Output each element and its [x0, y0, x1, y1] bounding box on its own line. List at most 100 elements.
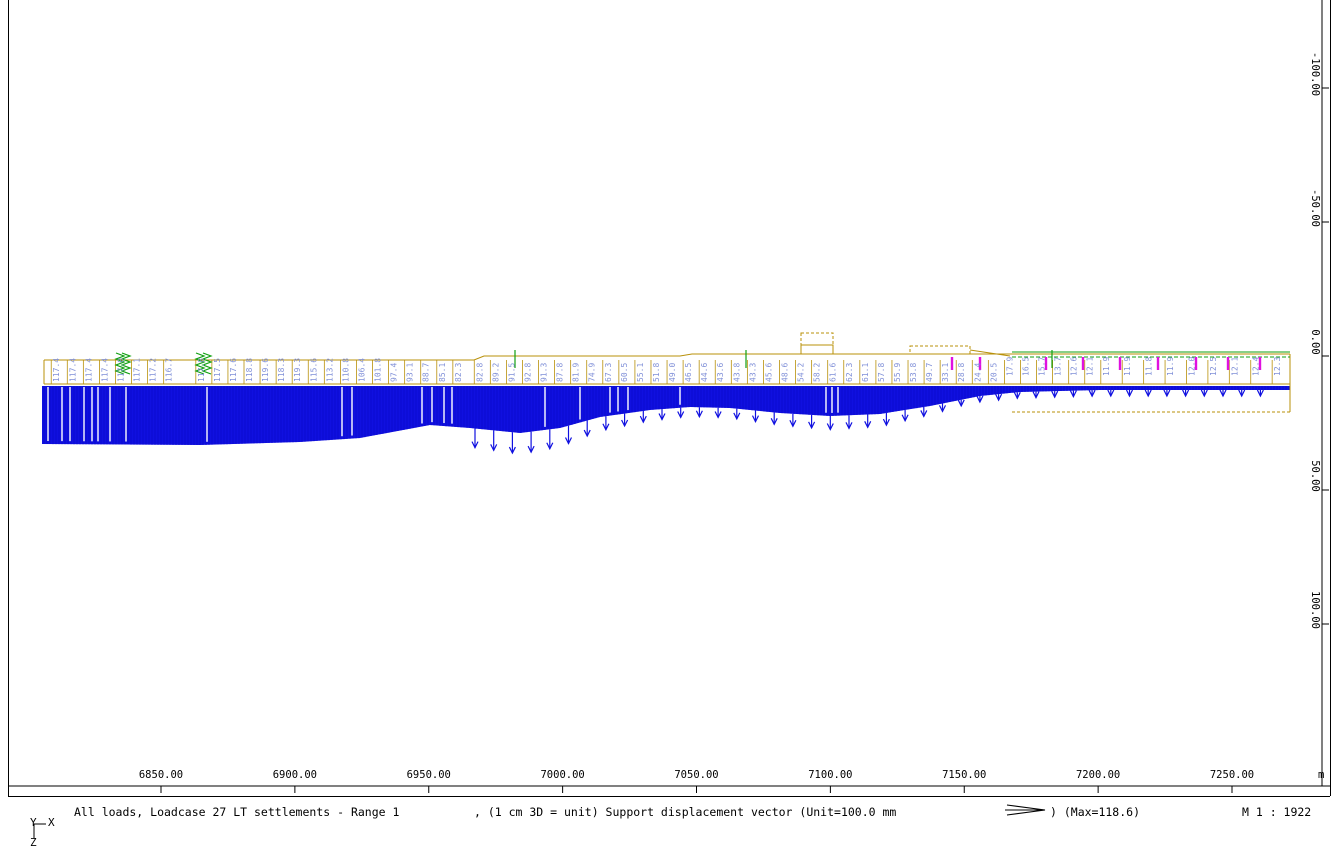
- z-tick-label: -100.00: [1309, 52, 1321, 96]
- vector-arrowhead: [845, 422, 853, 430]
- support-spring: [201, 352, 213, 375]
- settlement-label: 117.5: [213, 358, 222, 382]
- settlement-label: 101.8: [374, 358, 383, 382]
- vector-arrowhead: [546, 442, 554, 451]
- max-note: ) (Max=118.6): [1050, 805, 1141, 819]
- vector-arrowhead: [938, 405, 947, 413]
- settlement-label: 88.7: [422, 363, 431, 382]
- settlement-label: 117.4: [68, 358, 77, 382]
- settlement-label: 12.5: [1209, 357, 1218, 376]
- settlement-label: 116.7: [165, 358, 174, 382]
- vector-arrowhead: [976, 395, 984, 404]
- vector-arrowhead: [508, 446, 516, 455]
- vector-arrowhead: [995, 393, 1003, 402]
- settlement-label: 57.8: [877, 363, 886, 382]
- vector-arrowhead: [1013, 392, 1021, 400]
- middle-box-dashed: [909, 345, 971, 355]
- vector-arrowhead: [1051, 390, 1059, 399]
- z-tick-label: 0.00: [1309, 329, 1321, 354]
- vector-arrowhead: [677, 411, 685, 419]
- settlement-label: 51.8: [652, 363, 661, 382]
- settlement-label: 24.4: [973, 363, 982, 382]
- vector-arrowhead: [639, 415, 647, 424]
- vector-arrowhead: [1182, 389, 1190, 398]
- settlement-label: 81.9: [572, 363, 581, 382]
- support-spring: [120, 352, 132, 375]
- upper-box-dashed: [800, 332, 834, 346]
- settlement-label: 93.1: [406, 363, 415, 382]
- settlement-label: 117.4: [84, 358, 93, 382]
- support-springs: [114, 350, 1262, 375]
- vector-arrowhead: [1219, 389, 1227, 398]
- settlement-label: 43.8: [732, 363, 741, 382]
- vector-arrowhead: [490, 444, 498, 452]
- vector-arrowhead: [901, 414, 909, 423]
- displacement-fill: [42, 386, 1290, 445]
- vector-arrowhead: [658, 413, 666, 421]
- settlement-label: 92.8: [523, 363, 532, 382]
- vector-arrowhead: [1238, 389, 1246, 398]
- settlement-label: 49.0: [668, 363, 677, 382]
- settlement-label: 67.3: [604, 363, 613, 382]
- settlement-label: 118.3: [277, 358, 286, 382]
- settlement-label: 89.2: [491, 363, 500, 382]
- settlement-label: 58.2: [813, 363, 822, 382]
- x-tick-label: 7000.00: [540, 769, 584, 781]
- vector-arrowhead: [808, 421, 816, 430]
- frame-left-border: [8, 0, 9, 796]
- x-tick-label: 7100.00: [808, 769, 852, 781]
- vector-arrowhead: [695, 410, 703, 419]
- settlement-label: 45.6: [764, 363, 773, 382]
- z-axis: -100.00 -50.00 0.00 50.00 100.00: [1309, 0, 1329, 786]
- vector-arrowhead: [864, 421, 872, 429]
- axis-triad: Y X Z: [28, 816, 62, 852]
- settlement-label: 11.9: [1166, 357, 1175, 376]
- settlement-diagram: 117.4 117.4 117.4 117.4 117.0 117.1 117.2 116.7…: [9, 0, 1330, 793]
- vector-arrowhead: [920, 410, 928, 418]
- scale-note: , (1 cm 3D = unit) Support displacement …: [474, 805, 897, 819]
- settlement-label: 13.7: [1054, 357, 1063, 376]
- settlement-label: 117.4: [52, 358, 61, 382]
- settlement-label: 117.6: [229, 358, 238, 382]
- vector-arrowhead: [527, 445, 535, 454]
- x-tick-label: 6850.00: [139, 769, 183, 781]
- axis-z-label: Z: [30, 836, 37, 849]
- vector-arrowhead: [1032, 391, 1040, 399]
- displacement-area: [42, 386, 1290, 445]
- settlement-label: 12.6: [1070, 357, 1079, 376]
- settlement-label: 12.3: [1273, 357, 1282, 376]
- settlement-label: 110.8: [341, 358, 350, 382]
- x-tick-label: 7150.00: [942, 769, 986, 781]
- vector-arrowhead: [1107, 389, 1115, 398]
- settlement-label: 61.1: [861, 363, 870, 382]
- upper-box: [800, 344, 834, 355]
- axis-triad-icon: [33, 823, 46, 838]
- settlement-label: 117.2: [149, 358, 158, 382]
- settlement-label: 12.4: [1252, 357, 1261, 376]
- vector-arrowhead: [1144, 389, 1152, 398]
- displacement-vectors: [471, 389, 1264, 455]
- settlement-label: 119.6: [261, 358, 270, 382]
- settlement-label: 53.8: [909, 363, 918, 382]
- settlement-label: 15.7: [1038, 357, 1047, 376]
- settlement-label: 12.1: [1086, 357, 1095, 376]
- settlement-label: 11.9: [1102, 357, 1111, 376]
- settlement-label: 113.2: [325, 358, 334, 382]
- vector-arrowhead: [564, 437, 573, 445]
- scale-ratio: M 1 : 1922: [1242, 805, 1312, 819]
- settlement-label: 119.3: [293, 358, 302, 382]
- vector-arrowhead: [733, 412, 741, 421]
- settlement-label: 44.6: [700, 363, 709, 382]
- settlement-label: 91.3: [540, 363, 549, 382]
- settlement-label: 62.3: [845, 363, 854, 382]
- vector-arrowhead: [770, 418, 778, 426]
- settlement-label: 60.5: [620, 363, 629, 382]
- settlement-label: 20.5: [989, 363, 998, 382]
- vector-arrowhead: [621, 419, 629, 428]
- settlement-label: 46.5: [684, 363, 693, 382]
- vector-arrowhead: [1069, 390, 1077, 399]
- settlement-label: 91.5: [507, 363, 516, 382]
- vector-arrowhead: [471, 441, 479, 449]
- vector-arrowhead: [1088, 389, 1096, 398]
